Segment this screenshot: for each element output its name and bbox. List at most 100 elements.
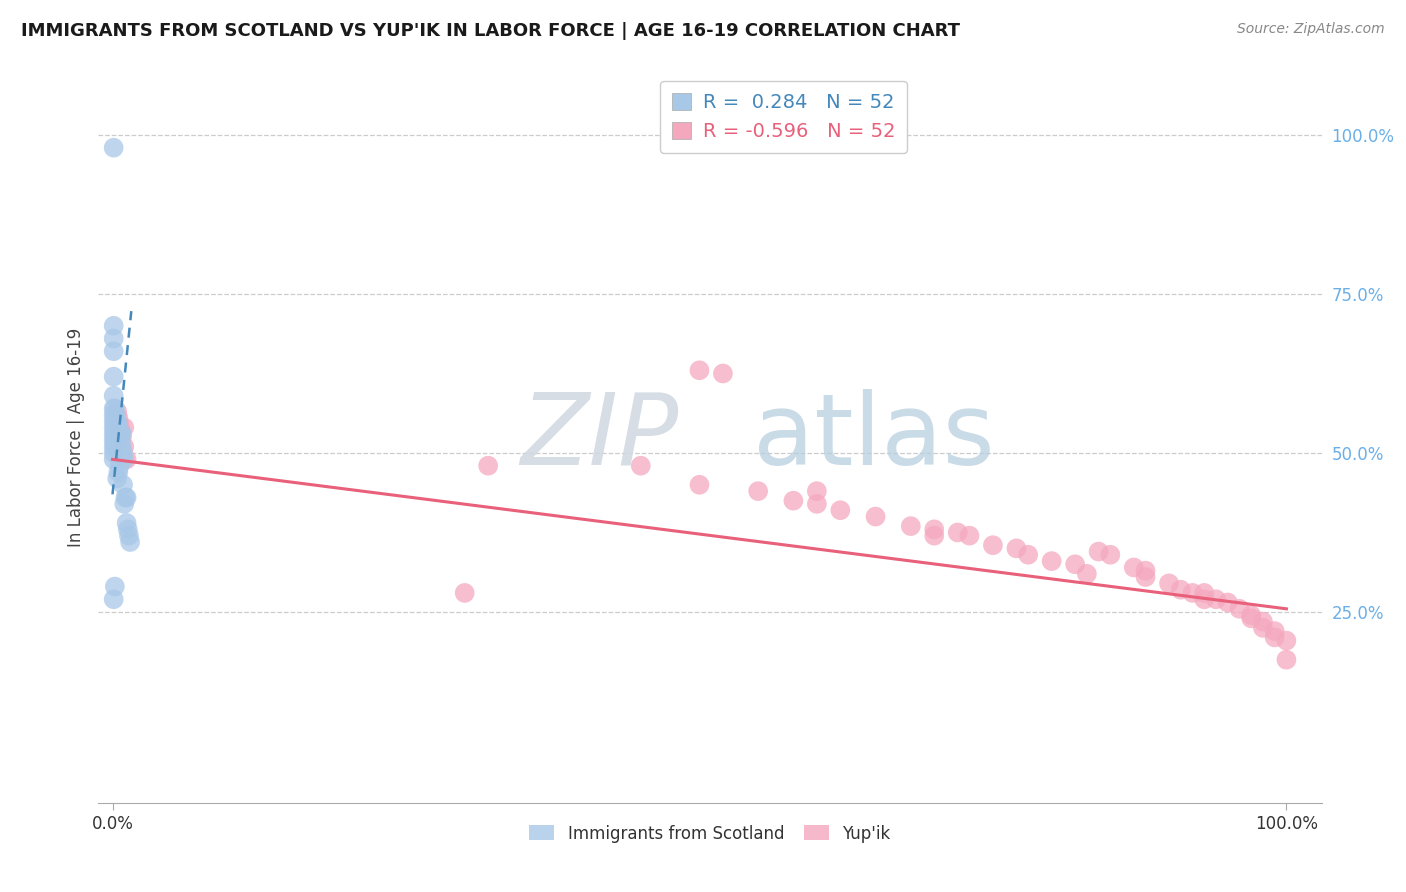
Point [1251, 615, 1274, 629]
Point [806, 497, 828, 511]
Point [103, 318, 125, 333]
Point [105, 414, 128, 428]
Point [688, 363, 710, 377]
Point [103, 389, 125, 403]
Point [118, 529, 141, 543]
Point [453, 586, 475, 600]
Point [103, 401, 125, 416]
Point [1194, 586, 1216, 600]
Point [477, 458, 499, 473]
Point [103, 369, 125, 384]
Point [112, 446, 135, 460]
Point [112, 497, 135, 511]
Point [105, 434, 128, 448]
Point [104, 401, 127, 416]
Point [105, 414, 128, 428]
Point [105, 420, 128, 434]
Point [922, 529, 945, 543]
Point [103, 420, 125, 434]
Point [782, 493, 804, 508]
Point [103, 344, 125, 359]
Point [105, 471, 128, 485]
Point [1017, 548, 1039, 562]
Point [1099, 548, 1122, 562]
Point [105, 426, 128, 441]
Point [1170, 582, 1192, 597]
Point [108, 426, 131, 441]
Point [922, 522, 945, 536]
Point [830, 503, 852, 517]
Point [103, 141, 125, 155]
Point [108, 417, 131, 432]
Point [115, 516, 138, 530]
Point [1264, 624, 1286, 638]
Point [1064, 558, 1087, 572]
Point [110, 434, 132, 448]
Point [900, 519, 922, 533]
Point [103, 434, 125, 448]
Point [105, 426, 128, 441]
Text: atlas: atlas [752, 389, 994, 485]
Point [112, 452, 135, 467]
Point [946, 525, 969, 540]
Point [115, 452, 138, 467]
Point [1240, 611, 1263, 625]
Point [103, 414, 125, 428]
Y-axis label: In Labor Force | Age 16-19: In Labor Force | Age 16-19 [66, 327, 84, 547]
Point [688, 477, 710, 491]
Point [111, 426, 134, 441]
Point [115, 491, 138, 505]
Point [1264, 631, 1286, 645]
Point [110, 424, 132, 438]
Point [1275, 653, 1298, 667]
Point [103, 331, 125, 345]
Point [1229, 602, 1251, 616]
Point [981, 538, 1004, 552]
Point [1157, 576, 1180, 591]
Point [103, 426, 125, 441]
Point [103, 452, 125, 467]
Legend: Immigrants from Scotland, Yup'ik: Immigrants from Scotland, Yup'ik [523, 818, 897, 849]
Point [1040, 554, 1063, 568]
Point [806, 484, 828, 499]
Point [104, 420, 127, 434]
Point [107, 426, 129, 441]
Point [1181, 586, 1204, 600]
Point [105, 420, 128, 434]
Point [117, 522, 139, 536]
Point [112, 420, 135, 434]
Point [111, 430, 134, 444]
Point [107, 411, 129, 425]
Point [103, 440, 125, 454]
Point [1076, 566, 1098, 581]
Text: ZIP: ZIP [520, 389, 679, 485]
Point [1194, 592, 1216, 607]
Point [1205, 592, 1227, 607]
Point [103, 408, 125, 422]
Point [1275, 633, 1298, 648]
Point [107, 420, 129, 434]
Point [104, 434, 127, 448]
Point [1087, 544, 1109, 558]
Point [105, 408, 128, 422]
Point [1251, 621, 1274, 635]
Point [1122, 560, 1144, 574]
Point [1005, 541, 1028, 556]
Point [1216, 595, 1239, 609]
Point [711, 367, 734, 381]
Point [103, 592, 125, 607]
Point [747, 484, 769, 499]
Point [865, 509, 887, 524]
Point [107, 465, 129, 479]
Point [110, 426, 132, 441]
Point [112, 440, 135, 454]
Point [1135, 564, 1157, 578]
Point [104, 408, 127, 422]
Point [630, 458, 652, 473]
Point [1135, 570, 1157, 584]
Point [112, 477, 135, 491]
Point [959, 529, 981, 543]
Text: Source: ZipAtlas.com: Source: ZipAtlas.com [1237, 22, 1385, 37]
Point [103, 446, 125, 460]
Point [104, 426, 127, 441]
